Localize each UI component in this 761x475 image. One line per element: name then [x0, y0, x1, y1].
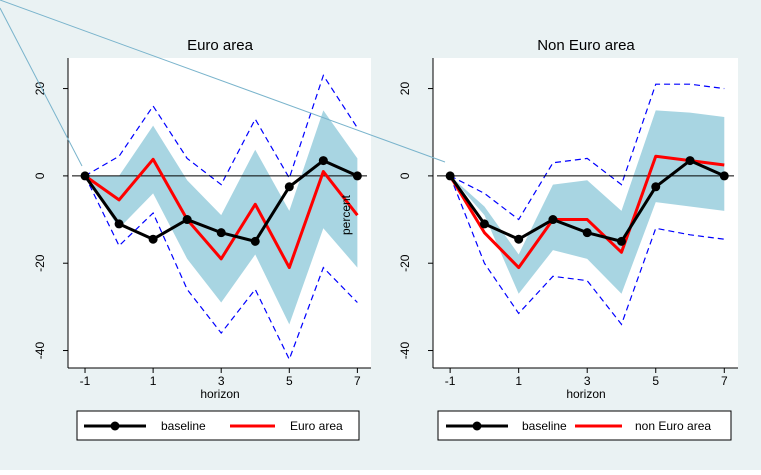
legend-label-euro-area: Euro area	[290, 419, 343, 433]
x-tick-label: 7	[354, 374, 361, 388]
x-tick-label: 5	[286, 374, 293, 388]
y-tick-label: -20	[33, 254, 47, 272]
x-axis-label: horizon	[566, 387, 605, 401]
y-tick-label: -40	[398, 342, 412, 360]
x-tick-label: 7	[721, 374, 728, 388]
y-axis-label: percent	[339, 194, 353, 235]
dashed-bound-upper	[84, 74, 358, 186]
baseline-point	[114, 219, 124, 229]
baseline-point	[582, 228, 592, 238]
baseline-point	[548, 215, 558, 225]
legend-label-non-euro-area: non Euro area	[635, 419, 711, 433]
panel-title: Euro area	[187, 37, 254, 54]
y-tick-label: -20	[398, 254, 412, 272]
panel-euro-area: Euro area 20 0 -20 -40 -1 1 3 5 7 horizon percen…	[33, 37, 371, 441]
x-tick-label: -1	[80, 374, 91, 388]
baseline-point	[318, 156, 328, 166]
stray-diagonal-line-2	[0, 7, 83, 167]
dashed-bound-lower	[449, 175, 725, 326]
baseline-point	[250, 236, 260, 246]
plot-layer	[72, 74, 367, 361]
x-tick-label: 3	[584, 374, 591, 388]
series-line-comparison	[448, 154, 725, 270]
baseline-point	[148, 234, 158, 244]
legend-label-baseline: baseline	[522, 419, 567, 433]
legend-label-baseline: baseline	[161, 419, 206, 433]
series-line-comparison	[84, 157, 359, 270]
baseline-point	[445, 171, 455, 181]
y-tick-label: 20	[33, 82, 47, 96]
baseline-point	[352, 171, 362, 181]
y-tick-label: 0	[33, 172, 47, 179]
x-tick-label: -1	[445, 374, 456, 388]
baseline-point	[719, 171, 729, 181]
baseline-point	[182, 215, 192, 225]
panel-title: Non Euro area	[537, 37, 635, 54]
baseline-point	[479, 219, 489, 229]
y-tick-label: 20	[398, 82, 412, 96]
baseline-point	[514, 234, 524, 244]
dashed-bound-upper	[449, 83, 725, 221]
axis-layer: 20 0 -20 -40 -1 1 3 5 7	[33, 58, 371, 388]
x-tick-label: 1	[150, 374, 157, 388]
y-tick-label: 0	[398, 172, 412, 179]
baseline-point	[651, 182, 661, 192]
baseline-point	[216, 228, 226, 238]
baseline-point	[616, 236, 626, 246]
legend-marker-baseline	[110, 421, 120, 431]
dashed-bound-lower	[84, 175, 358, 361]
baseline-point	[685, 156, 695, 166]
panel-non-euro-area: Non Euro area 20 0 -20 -40 -1 1 3 5 7 horizon ba…	[398, 37, 738, 441]
y-tick-label: -40	[33, 342, 47, 360]
axis-layer: 20 0 -20 -40 -1 1 3 5 7	[398, 58, 738, 388]
legend: baseline non Euro area	[437, 410, 732, 441]
x-tick-label: 1	[515, 374, 522, 388]
x-axis-label: horizon	[200, 387, 239, 401]
plot-layer	[437, 83, 734, 326]
confidence-band	[85, 110, 358, 325]
legend-marker-baseline	[472, 421, 482, 431]
x-tick-label: 5	[652, 374, 659, 388]
legend: baseline Euro area	[76, 410, 360, 441]
x-tick-label: 3	[218, 374, 225, 388]
baseline-point	[284, 182, 294, 192]
baseline-point	[80, 171, 90, 181]
stray-diagonal-line	[0, 0, 446, 163]
